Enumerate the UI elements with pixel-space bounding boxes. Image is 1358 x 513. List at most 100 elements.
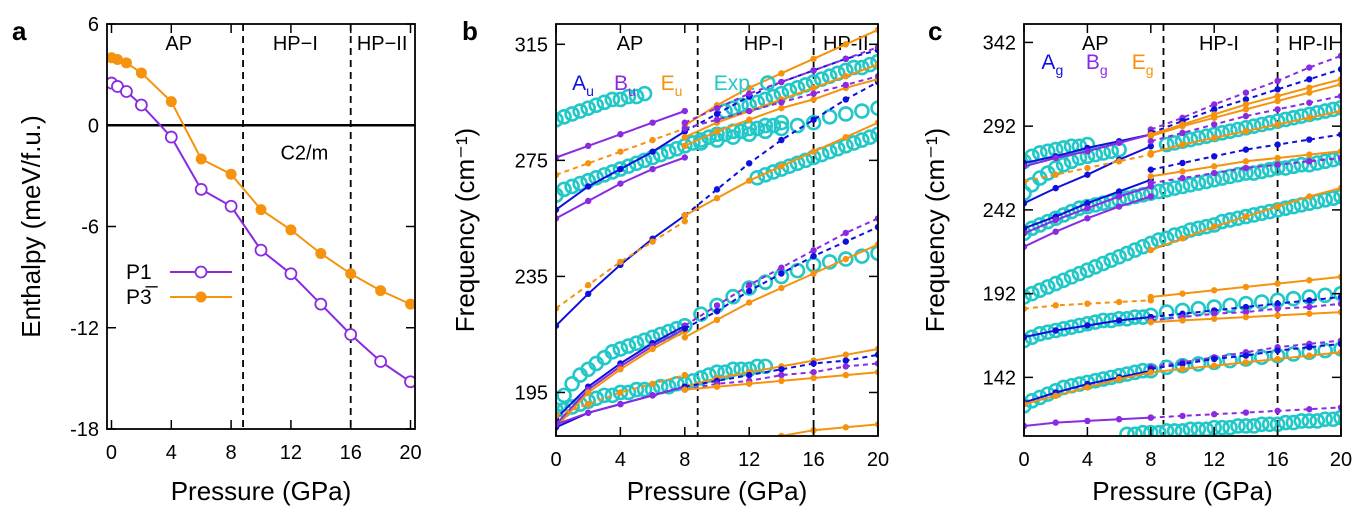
calc-point xyxy=(1084,417,1091,425)
calc-point xyxy=(1211,121,1218,128)
experiment-point xyxy=(572,103,588,119)
experiment-point xyxy=(1143,424,1159,436)
calc-point xyxy=(681,212,688,219)
calc-point xyxy=(1274,154,1281,162)
x-axis-title: Pressure (GPa) xyxy=(171,476,352,506)
experiment-point xyxy=(1238,208,1254,225)
y-tick-label: 315 xyxy=(515,34,548,56)
x-tick-label: 16 xyxy=(802,449,824,471)
experiment-point xyxy=(564,106,580,122)
experiment-point xyxy=(596,94,613,111)
calc-point xyxy=(1179,174,1186,182)
calc-series xyxy=(1147,184,1341,254)
calc-point xyxy=(1115,375,1123,383)
calc-point xyxy=(810,247,817,254)
experiment-point xyxy=(725,129,741,145)
y-tick-label: 342 xyxy=(983,32,1016,54)
calc-point xyxy=(1306,84,1313,91)
experiment-point xyxy=(789,117,806,134)
calc-point xyxy=(681,154,688,161)
x-tick-label: 8 xyxy=(1145,449,1156,471)
experiment-point xyxy=(717,103,733,119)
experiment-point xyxy=(1047,322,1064,339)
calc-point xyxy=(1147,193,1155,200)
x-tick-label: 8 xyxy=(679,449,690,471)
calc-point xyxy=(1052,392,1059,400)
experiment-point xyxy=(1158,182,1175,198)
calc-point xyxy=(1242,313,1250,321)
calc-point xyxy=(585,142,592,150)
calc-line xyxy=(556,214,686,327)
calc-point xyxy=(1242,146,1250,153)
calc-point xyxy=(746,160,753,167)
experiment-point xyxy=(1071,265,1088,282)
calc-point xyxy=(1274,203,1281,210)
experiment-point xyxy=(1253,116,1270,133)
calc-point xyxy=(778,162,785,170)
experiment-point xyxy=(1111,248,1127,265)
calc-point xyxy=(681,107,688,115)
legend-label: Eu xyxy=(661,72,683,99)
calc-point xyxy=(1211,287,1218,294)
calc-point xyxy=(1306,297,1313,304)
calc-point xyxy=(746,90,753,97)
calc-point xyxy=(778,284,785,292)
calc-point xyxy=(1242,308,1250,316)
experiment-point xyxy=(1182,131,1199,148)
experiment-point xyxy=(773,114,790,131)
calc-point xyxy=(713,383,721,390)
calc-point xyxy=(1306,136,1313,143)
experiment-point xyxy=(1063,153,1080,170)
experiment-point xyxy=(854,103,870,119)
x-tick-label: 4 xyxy=(615,449,626,471)
calc-point xyxy=(842,81,849,89)
calc-point xyxy=(746,299,753,306)
calc-point xyxy=(810,116,817,123)
x-tick-label: 16 xyxy=(340,442,362,464)
calc-point xyxy=(1084,384,1091,391)
calc-point xyxy=(842,55,849,63)
experiment-point xyxy=(1039,279,1056,295)
experiment-point xyxy=(854,132,870,148)
experiment-point xyxy=(1333,188,1341,205)
calc-point xyxy=(713,116,721,123)
experiment-point xyxy=(1333,409,1341,426)
experiment-series xyxy=(556,85,653,128)
calc-point xyxy=(778,78,785,86)
calc-point xyxy=(1242,112,1250,120)
x-axis-title: Pressure (GPa) xyxy=(1092,476,1273,506)
calc-series xyxy=(1024,193,1155,250)
experiment-point xyxy=(1166,180,1183,196)
calc-point xyxy=(1147,414,1155,421)
legend-label: Ag xyxy=(1041,51,1063,78)
legend-subscript: u xyxy=(675,83,683,99)
calc-point xyxy=(1211,310,1218,317)
calc-point xyxy=(746,380,753,387)
calc-point xyxy=(746,287,753,295)
experiment-point xyxy=(1325,190,1341,206)
experiment-point xyxy=(1253,294,1270,310)
calc-point xyxy=(713,316,721,324)
calc-point xyxy=(1084,300,1091,307)
experiment-point xyxy=(757,167,774,183)
calc-point xyxy=(1052,419,1059,426)
panel-letter: b xyxy=(462,16,478,46)
experiment-point xyxy=(1317,153,1333,170)
enthalpy-point xyxy=(285,224,297,236)
experiment-point xyxy=(1032,282,1048,299)
calc-point xyxy=(1211,411,1218,418)
experiment-point xyxy=(1214,125,1230,141)
experiment-point xyxy=(1285,414,1302,431)
calc-point xyxy=(1179,235,1186,242)
experiment-point xyxy=(564,178,580,195)
legend-subscript: u xyxy=(586,83,594,99)
calc-point xyxy=(1179,360,1186,368)
calc-point xyxy=(1084,215,1091,222)
calc-point xyxy=(1052,154,1059,162)
calc-point xyxy=(713,186,721,193)
calc-point xyxy=(1211,134,1218,142)
experiment-point xyxy=(1119,426,1135,436)
experiment-point xyxy=(636,332,653,349)
experiment-point xyxy=(604,344,621,360)
calc-point xyxy=(1306,344,1313,351)
